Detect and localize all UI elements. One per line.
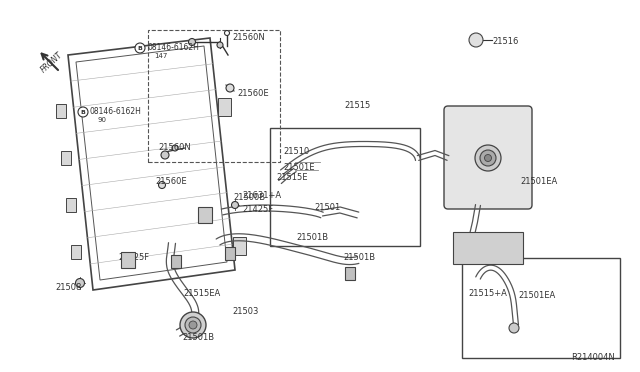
Text: 21560E: 21560E (155, 177, 187, 186)
Circle shape (135, 43, 145, 53)
Bar (453, 232, 523, 264)
Circle shape (480, 150, 496, 166)
Bar (345, 267, 355, 280)
FancyBboxPatch shape (444, 106, 532, 209)
Text: 21560E: 21560E (237, 89, 269, 97)
Text: 21501EA: 21501EA (518, 291, 556, 299)
Text: 21501E: 21501E (283, 164, 314, 173)
Circle shape (217, 42, 223, 48)
Bar (56, 104, 65, 118)
Text: 21503: 21503 (232, 308, 259, 317)
Text: 21501EA: 21501EA (520, 177, 557, 186)
Bar (70, 245, 81, 259)
Circle shape (78, 107, 88, 117)
Circle shape (225, 31, 230, 35)
Polygon shape (121, 252, 135, 268)
Bar (65, 198, 76, 212)
Circle shape (172, 145, 178, 151)
Text: 21560N: 21560N (158, 144, 191, 153)
Text: 21631+A: 21631+A (242, 192, 281, 201)
Circle shape (475, 145, 501, 171)
Circle shape (189, 321, 197, 329)
Circle shape (76, 279, 84, 288)
Text: 21500B: 21500B (233, 193, 265, 202)
Circle shape (185, 317, 201, 333)
Text: 21560N: 21560N (232, 33, 265, 42)
Text: B: B (138, 45, 143, 51)
Text: 08146-6162H: 08146-6162H (147, 44, 199, 52)
Text: 21510: 21510 (283, 148, 309, 157)
Bar (270, 128, 420, 246)
Circle shape (159, 182, 166, 189)
Circle shape (161, 151, 169, 159)
Circle shape (509, 323, 519, 333)
Text: 08146-6162H: 08146-6162H (90, 108, 142, 116)
Circle shape (232, 202, 239, 208)
Circle shape (180, 312, 206, 338)
Text: 21501: 21501 (314, 203, 340, 212)
Bar (218, 98, 230, 116)
Text: 21515E: 21515E (276, 173, 307, 183)
Text: 21501B: 21501B (343, 253, 375, 263)
Polygon shape (198, 207, 212, 223)
Text: 21515EA: 21515EA (183, 289, 220, 298)
Text: 21501B: 21501B (296, 234, 328, 243)
Circle shape (189, 38, 195, 45)
Text: 21425F: 21425F (242, 205, 273, 215)
Text: 21516: 21516 (492, 38, 518, 46)
Bar (232, 237, 246, 255)
Text: FRONT: FRONT (39, 50, 65, 74)
Text: 21508: 21508 (55, 283, 81, 292)
Text: 90: 90 (97, 117, 106, 123)
Circle shape (469, 33, 483, 47)
Text: 21515+A: 21515+A (468, 289, 507, 298)
Circle shape (226, 84, 234, 92)
Text: 21425F: 21425F (118, 253, 149, 263)
Circle shape (484, 154, 492, 161)
Bar (171, 255, 181, 268)
Text: 147: 147 (154, 53, 168, 59)
Bar (462, 258, 620, 358)
Bar (61, 151, 70, 165)
Bar (148, 30, 280, 162)
Text: B: B (81, 109, 85, 115)
Text: 21515: 21515 (344, 100, 371, 109)
Bar (225, 247, 235, 260)
Text: R214004N: R214004N (572, 353, 615, 362)
Text: 21501B: 21501B (182, 334, 214, 343)
